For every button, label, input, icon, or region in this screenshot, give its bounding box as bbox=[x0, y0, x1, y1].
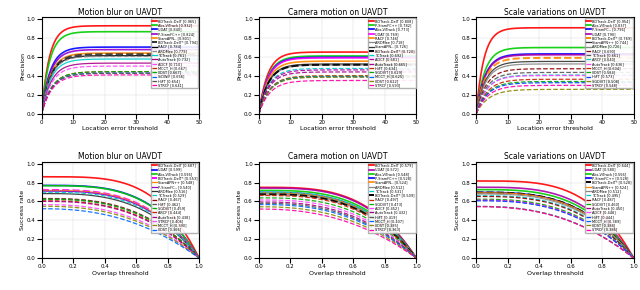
Legend: BDTrack-DeIT [0.965], Abs-ViTrack [0.932], UDAT [0.840], P-SiamFC++ [0.824], Sia: BDTrack-DeIT [0.965], Abs-ViTrack [0.932… bbox=[150, 18, 198, 88]
X-axis label: Location error threshold: Location error threshold bbox=[517, 126, 593, 131]
Y-axis label: Success rate: Success rate bbox=[20, 190, 25, 230]
Title: Scale variations on UAVDT: Scale variations on UAVDT bbox=[504, 152, 605, 161]
Legend: BDTrack-DeIT [0.808], P-SiamFC++ [0.782], Abs-ViTrack [0.773], UDAT [0.769], RAC: BDTrack-DeIT [0.808], P-SiamFC++ [0.782]… bbox=[368, 18, 415, 88]
Legend: BDTrack-DeIT [0.954], Abs-ViTrack [0.837], P-SiamFC-- [0.796], UDAT [0.790], BDT: BDTrack-DeIT [0.954], Abs-ViTrack [0.837… bbox=[585, 18, 633, 88]
Y-axis label: Success rate: Success rate bbox=[237, 190, 243, 230]
Title: Motion blur on UAVDT: Motion blur on UAVDT bbox=[78, 152, 163, 161]
Y-axis label: Precision: Precision bbox=[237, 52, 243, 79]
Y-axis label: Precision: Precision bbox=[20, 52, 25, 79]
Y-axis label: Success rate: Success rate bbox=[455, 190, 460, 230]
Title: Camera motion on UAVDT: Camera motion on UAVDT bbox=[288, 152, 387, 161]
X-axis label: Overlap threshold: Overlap threshold bbox=[527, 271, 583, 276]
Title: Camera motion on UAVDT: Camera motion on UAVDT bbox=[288, 8, 387, 17]
Legend: BDTrack-DeIT [0.644], UDAT [0.580], Abs-ViTrack [0.556], P-SiamFC++ [0.528], BDT: BDTrack-DeIT [0.644], UDAT [0.580], Abs-… bbox=[585, 162, 633, 233]
Title: Scale variations on UAVDT: Scale variations on UAVDT bbox=[504, 8, 605, 17]
Y-axis label: Precision: Precision bbox=[455, 52, 460, 79]
X-axis label: Location error threshold: Location error threshold bbox=[300, 126, 376, 131]
Legend: BDTrack-DeIT [0.687], UDAT [0.599], Abs-ViTrack [0.596], BDTrack-DeIT* [0.553], : BDTrack-DeIT [0.687], UDAT [0.599], Abs-… bbox=[150, 162, 198, 233]
X-axis label: Overlap threshold: Overlap threshold bbox=[92, 271, 148, 276]
Legend: BDTrack-DeIT [0.579], UDAT [0.572], Abs-ViTrack [0.548], P-SiamFC++ [0.528], Sia: BDTrack-DeIT [0.579], UDAT [0.572], Abs-… bbox=[368, 162, 415, 233]
X-axis label: Overlap threshold: Overlap threshold bbox=[309, 271, 366, 276]
X-axis label: Location error threshold: Location error threshold bbox=[83, 126, 158, 131]
Title: Motion blur on UAVDT: Motion blur on UAVDT bbox=[78, 8, 163, 17]
